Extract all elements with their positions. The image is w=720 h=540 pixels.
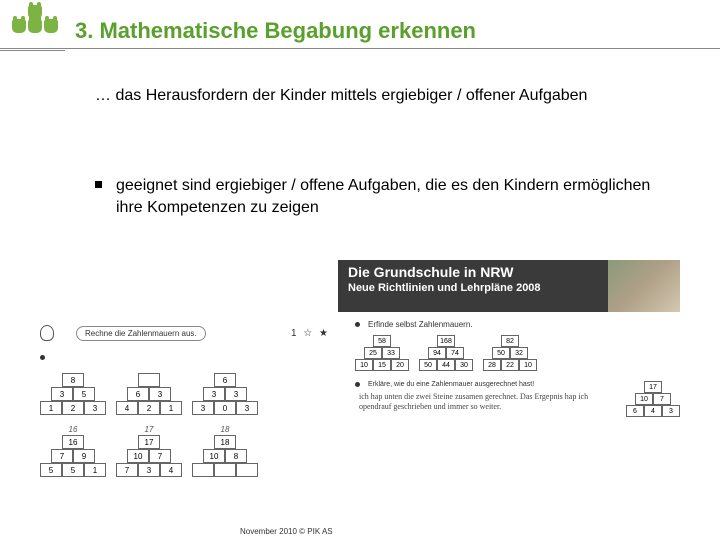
bullet-item: geeignet sind ergiebiger / offene Aufgab… bbox=[95, 175, 665, 218]
pyramid-row-1: 83512363421633303 bbox=[40, 373, 340, 415]
banner-photo bbox=[608, 260, 680, 312]
worksheet-right: Erfinde selbst Zahlenmauern. 58253310152… bbox=[355, 320, 680, 417]
bird-icon bbox=[40, 325, 54, 341]
bullet-marker bbox=[95, 181, 102, 188]
difficulty-stars: 1 ☆ ★ bbox=[291, 328, 330, 339]
bullet-dot-icon bbox=[355, 322, 360, 327]
bullet-dot-icon bbox=[355, 382, 360, 387]
pyramid-row-2: 16167955117171077341818108 bbox=[40, 425, 340, 477]
logo bbox=[10, 5, 60, 40]
footer-text: November 2010 © PIK AS bbox=[240, 527, 333, 536]
bullet-text: geeignet sind ergiebiger / offene Aufgab… bbox=[116, 175, 665, 218]
worksheet-left: Rechne die Zahlenmauern aus. 1 ☆ ★ 83512… bbox=[40, 325, 340, 477]
single-pyramid: 17107643 bbox=[626, 381, 680, 417]
title-rule bbox=[0, 48, 720, 49]
instruction-right: Erfinde selbst Zahlenmauern. bbox=[368, 320, 473, 329]
explain-header: Erkläre, wie du eine Zahlenmauer ausgere… bbox=[355, 381, 620, 388]
slide-title: 3. Mathematische Begabung erkennen bbox=[75, 18, 476, 44]
intro-text: … das Herausfordern der Kinder mittels e… bbox=[95, 85, 665, 107]
worksheet-right-header: Erfinde selbst Zahlenmauern. bbox=[355, 320, 680, 329]
explain-label: Erkläre, wie du eine Zahlenmauer ausgere… bbox=[368, 381, 534, 388]
title-rule-short bbox=[0, 50, 65, 51]
instruction-bubble: Rechne die Zahlenmauern aus. bbox=[76, 326, 206, 341]
pyramid-row-right: 5825331015201689474504430825032282210 bbox=[355, 335, 680, 371]
handwriting-text: ich hap unten die zwei Steine zusamen ge… bbox=[355, 392, 620, 411]
worksheet-left-header: Rechne die Zahlenmauern aus. 1 ☆ ★ bbox=[40, 325, 340, 341]
